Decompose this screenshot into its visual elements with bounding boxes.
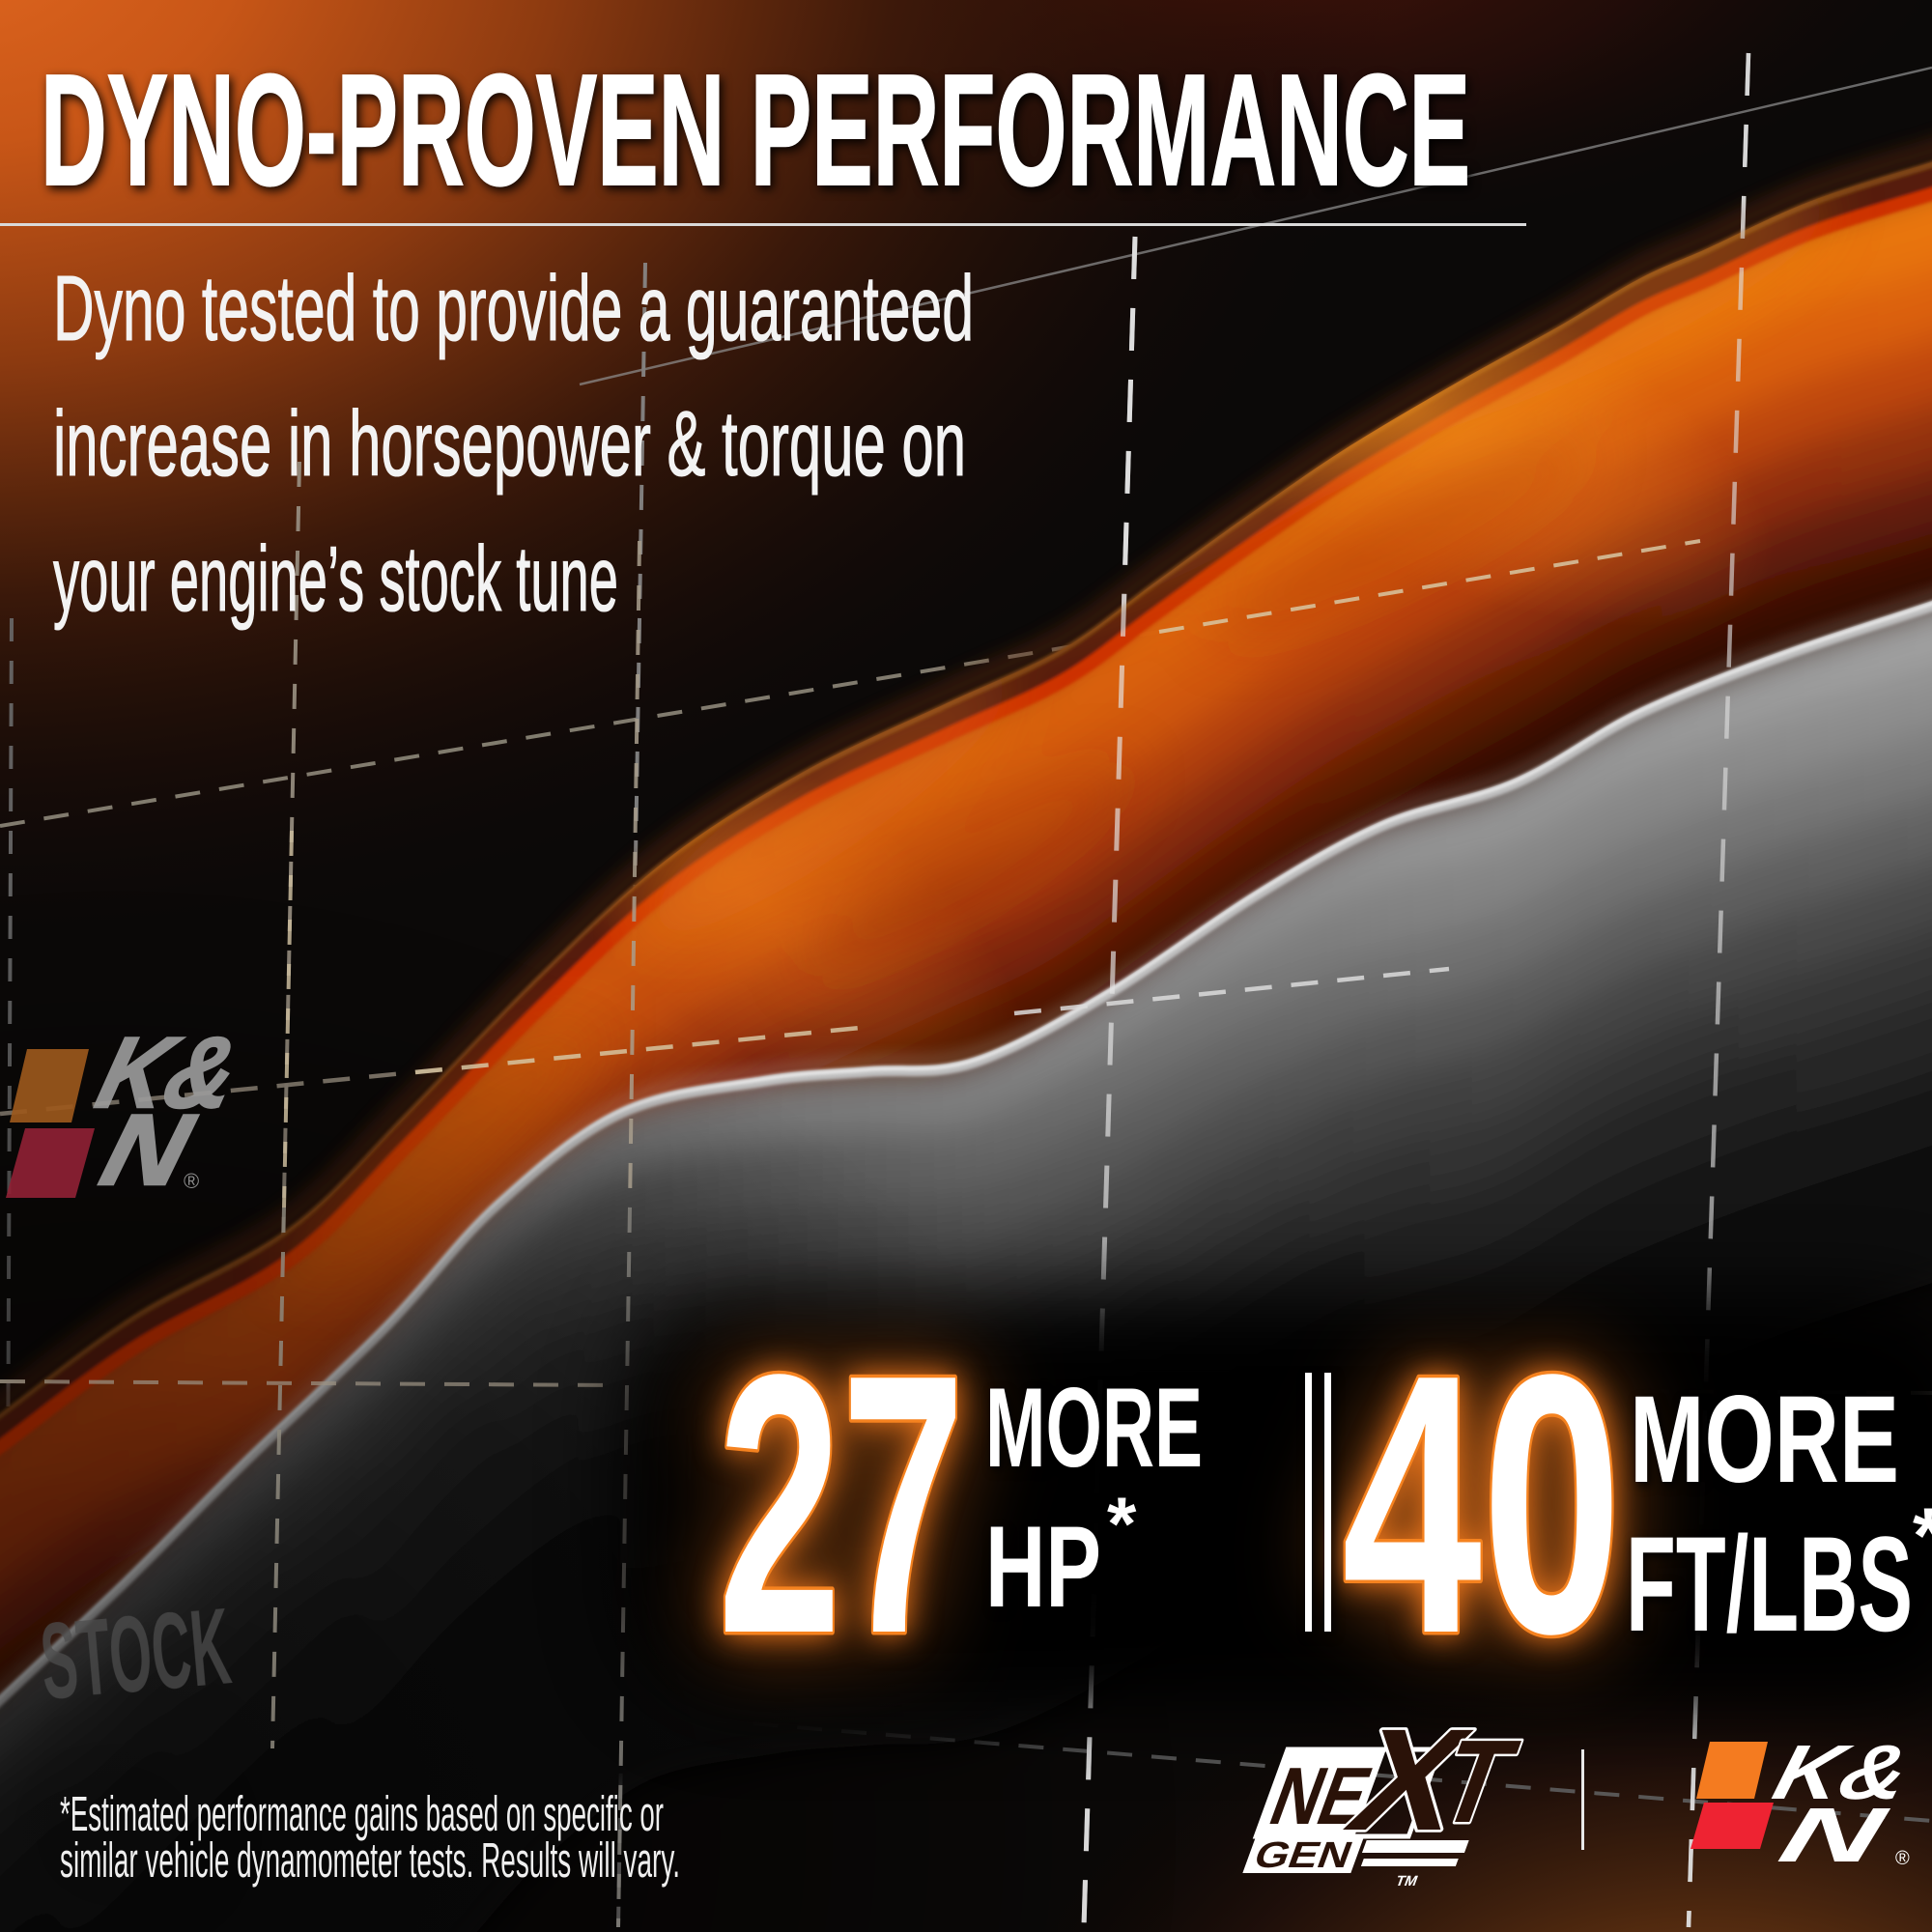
svg-text:STOCK: STOCK — [36, 1585, 235, 1722]
svg-text:FT/LBS: FT/LBS — [1626, 1508, 1913, 1660]
svg-text:®: ® — [1895, 1848, 1910, 1869]
svg-text:Dyno tested to provide a guara: Dyno tested to provide a guaranteed — [53, 257, 974, 360]
svg-text:MORE: MORE — [985, 1364, 1203, 1491]
svg-text:*Estimated performance gains b: *Estimated performance gains based on sp… — [60, 1786, 664, 1841]
svg-text:K&: K& — [1765, 1729, 1918, 1815]
svg-text:*: * — [1107, 1481, 1137, 1566]
svg-text:TM: TM — [1393, 1873, 1420, 1889]
svg-text:GEN: GEN — [1248, 1834, 1358, 1876]
svg-text:40: 40 — [1342, 1297, 1622, 1710]
svg-text:®: ® — [184, 1169, 199, 1193]
svg-text:MORE: MORE — [1630, 1371, 1899, 1509]
svg-text:27: 27 — [718, 1297, 965, 1710]
svg-text:similar vehicle dynamometer te: similar vehicle dynamometer tests. Resul… — [60, 1833, 680, 1888]
svg-text:K&: K& — [87, 1017, 250, 1129]
svg-text:increase in horsepower & torqu: increase in horsepower & torque on — [53, 392, 966, 496]
svg-text:your engine’s stock tune: your engine’s stock tune — [53, 527, 618, 631]
svg-text:*: * — [1913, 1492, 1932, 1580]
svg-text:DYNO-PROVEN PERFORMANCE: DYNO-PROVEN PERFORMANCE — [41, 42, 1470, 218]
svg-text:HP: HP — [985, 1502, 1101, 1632]
